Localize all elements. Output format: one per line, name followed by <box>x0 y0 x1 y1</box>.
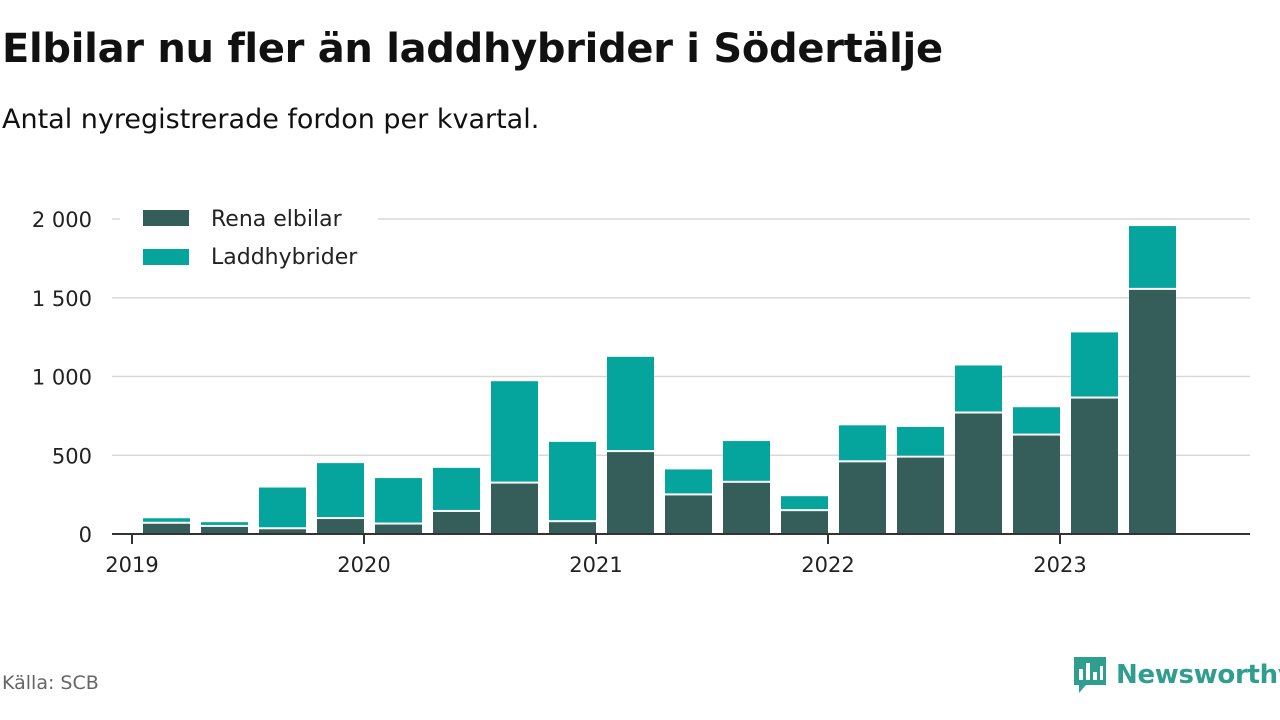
newsworthy-logo-icon <box>1074 657 1106 693</box>
bar-rena-elbilar <box>201 526 248 534</box>
bar-laddhybrider <box>955 365 1002 412</box>
bar-rena-elbilar <box>143 523 190 534</box>
bar-rena-elbilar <box>897 457 944 534</box>
bar-laddhybrider <box>201 522 248 525</box>
bar-laddhybrider <box>317 463 364 518</box>
bar-laddhybrider <box>897 426 944 456</box>
bar-laddhybrider <box>723 441 770 481</box>
source-note: Källa: SCB <box>2 672 99 694</box>
bar-rena-elbilar <box>723 482 770 534</box>
bar-laddhybrider <box>1071 332 1118 397</box>
legend-label-rena-elbilar: Rena elbilar <box>211 207 343 232</box>
y-tick-label: 1 000 <box>32 366 92 390</box>
y-tick-label: 2 000 <box>32 208 92 232</box>
y-tick-label: 1 500 <box>32 287 92 311</box>
y-tick-label: 500 <box>52 444 92 468</box>
stacked-bar-chart: 0 500 1 000 1 500 2 000 2019 2020 2021 2022 2023… <box>31 200 1250 577</box>
gridlines: 0 500 1 000 1 500 2 000 <box>32 200 1250 547</box>
bar-laddhybrider <box>549 441 596 521</box>
bar-laddhybrider <box>839 425 886 461</box>
bar-rena-elbilar <box>839 462 886 534</box>
bar-laddhybrider <box>607 356 654 451</box>
bar-laddhybrider <box>781 496 828 510</box>
bar-rena-elbilar <box>1071 398 1118 534</box>
x-tick-label: 2020 <box>337 553 390 577</box>
chart-subtitle: Antal nyregistrerade fordon per kvartal. <box>2 104 540 135</box>
bar-rena-elbilar <box>781 511 828 534</box>
bar-rena-elbilar <box>375 524 422 534</box>
legend-label-laddhybrider: Laddhybrider <box>211 245 358 270</box>
bars <box>143 226 1176 534</box>
bar-laddhybrider <box>143 518 190 522</box>
legend-swatch-rena-elbilar <box>143 210 189 226</box>
bar-rena-elbilar <box>433 511 480 534</box>
x-tick-label: 2023 <box>1033 553 1086 577</box>
bar-rena-elbilar <box>665 495 712 534</box>
brand-name: Newsworthy <box>1116 660 1280 690</box>
x-tick-label: 2022 <box>801 553 854 577</box>
bar-laddhybrider <box>375 478 422 523</box>
legend-swatch-laddhybrider <box>143 249 189 265</box>
bar-laddhybrider <box>1013 407 1060 434</box>
x-tick-label: 2021 <box>569 553 622 577</box>
bar-laddhybrider <box>433 467 480 510</box>
chart-title: Elbilar nu fler än laddhybrider i Södert… <box>2 26 943 72</box>
bar-rena-elbilar <box>259 529 306 534</box>
bar-laddhybrider <box>665 469 712 494</box>
bar-rena-elbilar <box>607 452 654 534</box>
legend: Rena elbilar Laddhybrider <box>143 207 358 270</box>
bar-laddhybrider <box>491 381 538 482</box>
bar-rena-elbilar <box>549 522 596 534</box>
y-tick-label: 0 <box>79 523 92 547</box>
axes: 2019 2020 2021 2022 2023 <box>105 533 1250 577</box>
bar-rena-elbilar <box>1129 289 1176 534</box>
bar-rena-elbilar <box>491 483 538 534</box>
brand: Newsworthy <box>1072 655 1280 695</box>
bar-rena-elbilar <box>955 413 1002 534</box>
bar-laddhybrider <box>259 487 306 528</box>
bar-rena-elbilar <box>1013 435 1060 534</box>
bar-rena-elbilar <box>317 519 364 534</box>
x-tick-label: 2019 <box>105 553 158 577</box>
bar-laddhybrider <box>1129 226 1176 288</box>
